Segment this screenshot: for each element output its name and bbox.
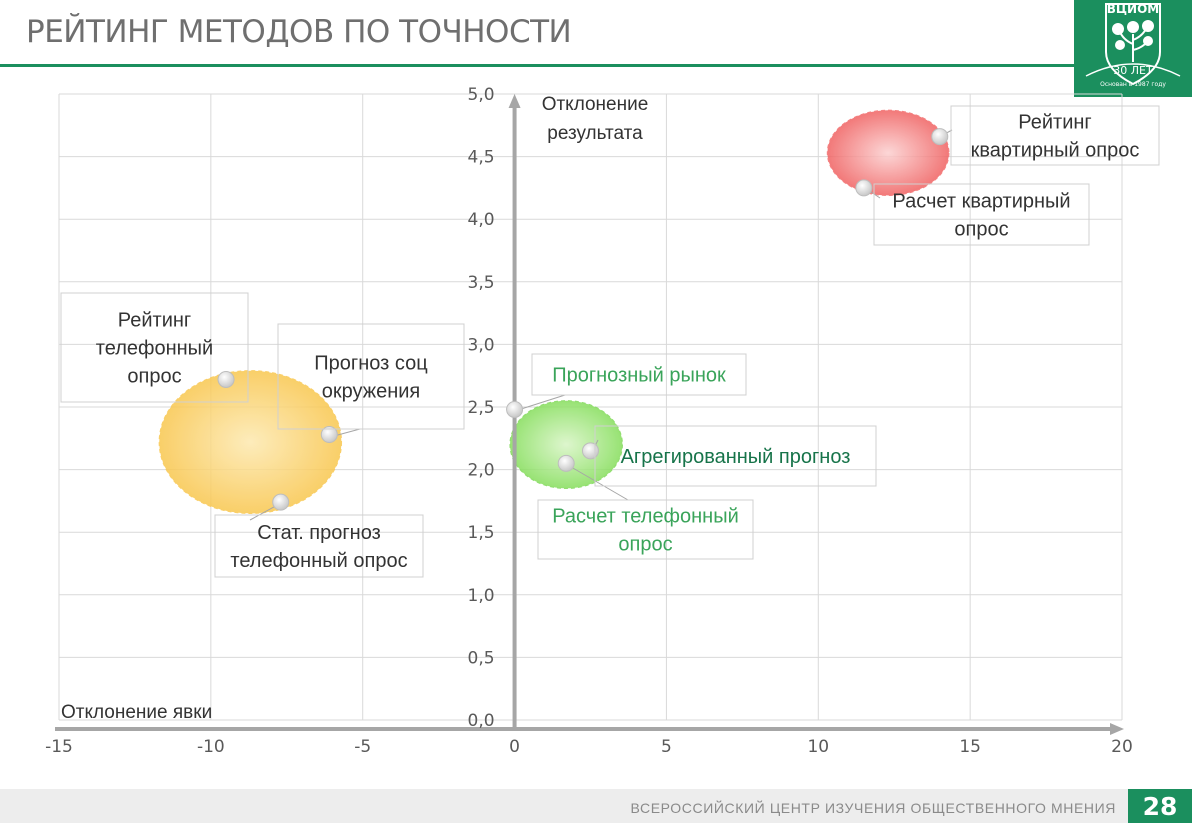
label-box xyxy=(873,183,1090,246)
y-tick-label: 2,5 xyxy=(468,398,495,418)
x-tick-label: 20 xyxy=(1111,737,1133,757)
label-box xyxy=(214,514,424,578)
vciom-logo: ВЦИОМ 30 ЛЕТ Основан в 1987 году xyxy=(1074,0,1192,97)
x-tick-label: 15 xyxy=(959,737,981,757)
y-tick-label: 4,5 xyxy=(468,148,495,168)
x-tick-label: -10 xyxy=(197,737,225,757)
leader-line xyxy=(565,463,629,501)
y-tick-label: 5,0 xyxy=(468,85,495,105)
point-label: Стат. прогноз телефонный опрос xyxy=(230,522,407,572)
y-axis-arrow xyxy=(508,94,521,108)
logo-text: ВЦИОМ xyxy=(1107,2,1159,16)
y-tick-label: 4,0 xyxy=(468,210,495,230)
point-label: Рейтинг телефонный опрос xyxy=(96,310,213,388)
point-label: Расчет квартирный опрос xyxy=(892,191,1070,241)
leader-line xyxy=(517,394,566,411)
y-tick-label: 1,0 xyxy=(468,586,495,606)
x-tick-label: 0 xyxy=(509,737,520,757)
data-point xyxy=(506,401,524,419)
cluster-ellipse-phone xyxy=(158,370,343,515)
point-label: Прогноз соц окружения xyxy=(314,353,427,403)
y-tick-label: 0,0 xyxy=(468,711,495,731)
data-point xyxy=(557,454,575,472)
point-labels: Рейтинг телефонный опрос Прогноз соц окружен… xyxy=(60,105,1160,578)
y-tick-label: 3,5 xyxy=(468,273,495,293)
label-box xyxy=(537,499,754,560)
point-label: Агрегированный прогноз xyxy=(621,446,851,468)
y-tick-label: 1,5 xyxy=(468,523,495,543)
label-box xyxy=(277,323,465,430)
x-axis-title: Отклонение явки xyxy=(61,702,212,723)
label-box xyxy=(60,292,249,403)
point-label: Рейтинг квартирный опрос xyxy=(971,112,1140,162)
cluster-ellipse-door xyxy=(826,109,950,197)
x-tick-label: 5 xyxy=(661,737,672,757)
leader-line xyxy=(333,428,361,437)
label-box xyxy=(594,425,877,487)
label-box xyxy=(950,105,1160,166)
x-tick-label: -15 xyxy=(45,737,73,757)
x-axis-arrow xyxy=(1110,723,1124,735)
data-point xyxy=(931,128,949,146)
scatter-chart: -15 -10 -5 0 5 10 15 20 0,0 0,5 1,0 1,5 2,0 2,5 3,0 3,5… xyxy=(45,85,1160,757)
point-label: Прогнозный рынок xyxy=(552,365,726,387)
y-tick-label: 0,5 xyxy=(468,648,495,668)
cluster-ellipses xyxy=(158,109,950,515)
point-label: Расчет телефонный опрос xyxy=(552,506,739,556)
data-point xyxy=(320,426,338,444)
page-number: 28 xyxy=(1128,789,1192,823)
data-point xyxy=(272,493,290,511)
footer-bar: ВСЕРОССИЙСКИЙ ЦЕНТР ИЗУЧЕНИЯ ОБЩЕСТВЕННО… xyxy=(0,789,1128,823)
y-axis-title: Отклонение результата xyxy=(542,94,649,144)
x-tick-label: -5 xyxy=(354,737,371,757)
axes: -15 -10 -5 0 5 10 15 20 0,0 0,5 1,0 1,5 2,0 2,5 3,0 3,5… xyxy=(45,85,1133,757)
y-tick-label: 2,0 xyxy=(468,461,495,481)
data-point xyxy=(582,442,599,460)
slide-title: РЕЙТИНГ МЕТОДОВ ПО ТОЧНОСТИ xyxy=(26,14,572,50)
data-point xyxy=(855,179,873,197)
x-tick-label: 10 xyxy=(807,737,829,757)
label-box xyxy=(531,353,747,396)
footer-text: ВСЕРОССИЙСКИЙ ЦЕНТР ИЗУЧЕНИЯ ОБЩЕСТВЕННО… xyxy=(630,800,1116,816)
data-point xyxy=(217,370,235,388)
y-tick-label: 3,0 xyxy=(468,335,495,355)
title-rule xyxy=(0,64,1074,67)
cluster-ellipse-market xyxy=(509,400,623,489)
logo-founded: Основан в 1987 году xyxy=(1100,81,1166,88)
logo-years: 30 ЛЕТ xyxy=(1113,64,1153,77)
